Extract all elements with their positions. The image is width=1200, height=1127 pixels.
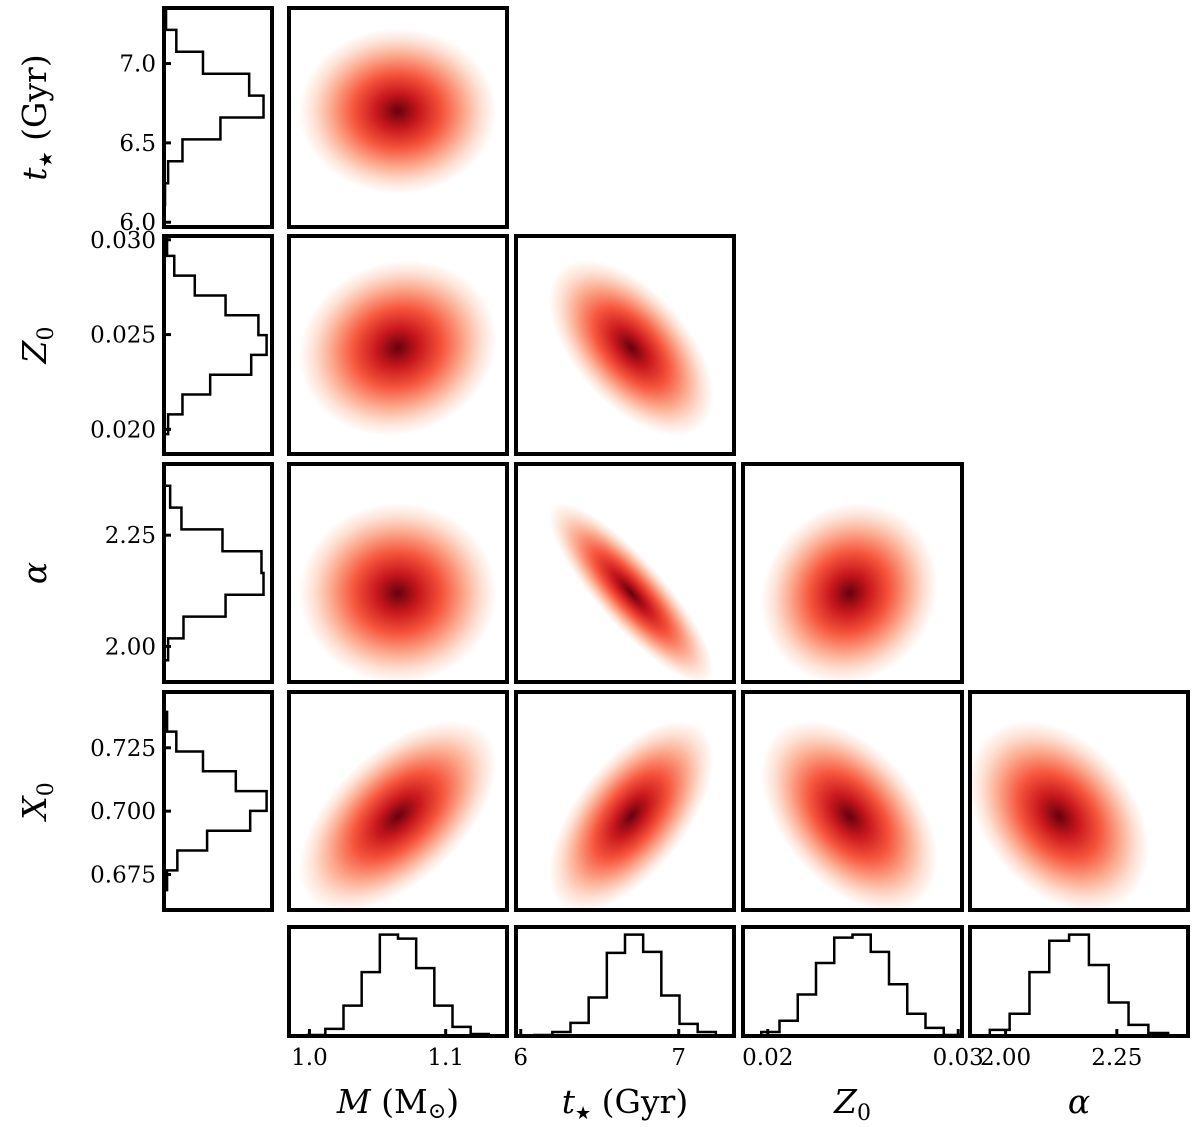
histogram-a [970, 933, 1188, 1038]
histogram-panel-a [162, 462, 274, 684]
histogram-panel-t [162, 6, 274, 229]
y-tick-label-Z: 0.025 [90, 323, 156, 349]
histogram-panel-X [162, 690, 274, 912]
y-tick-label-X: 0.725 [90, 736, 156, 762]
x-tick-label-Z: 0.03 [933, 1045, 984, 1071]
density-X-vs-Z [761, 720, 939, 910]
x-tick-label-M: 1.0 [291, 1045, 328, 1071]
y-tick-label-a: 2.25 [105, 523, 156, 549]
x-axis-label-M: M (M⊙) [336, 1082, 459, 1124]
y-tick-label-t: 6.0 [119, 210, 156, 236]
histogram-panel-t [514, 925, 736, 1038]
x-axis-label-t: t★ (Gyr) [562, 1082, 688, 1124]
density-X-vs-M [299, 720, 497, 910]
panel-X-vs-a [968, 690, 1190, 912]
panel-X-vs-t [514, 690, 736, 912]
panel-t-vs-M [287, 6, 509, 229]
panel-a-vs-t [514, 462, 736, 684]
density-Z-vs-M [299, 259, 497, 436]
panel-Z-vs-t [514, 234, 736, 456]
y-tick-label-X: 0.675 [90, 863, 156, 889]
panel-a-vs-M [287, 462, 509, 684]
histogram-a [162, 464, 265, 682]
panel-a-vs-Z [741, 462, 964, 684]
density-t-vs-M [299, 28, 497, 194]
x-axis-label-a: α [1068, 1082, 1090, 1121]
y-axis-label-X: X0 [15, 782, 59, 823]
y-tick-label-t: 6.5 [119, 131, 156, 157]
density-X-vs-a [970, 720, 1150, 910]
density-Z-vs-t [548, 259, 714, 436]
x-tick-label-Z: 0.02 [742, 1045, 793, 1071]
density-X-vs-t [548, 720, 714, 910]
x-tick-label-a: 2.00 [980, 1045, 1031, 1071]
y-tick-label-a: 2.00 [105, 634, 156, 660]
x-tick-label-t: 7 [671, 1045, 686, 1071]
y-axis-label-Z: Z0 [15, 327, 59, 365]
x-tick-label-a: 2.25 [1091, 1045, 1142, 1071]
histogram-panel-Z [741, 925, 964, 1038]
histogram-t [162, 6, 265, 227]
histogram-X [162, 692, 268, 910]
histogram-panel-Z [162, 234, 274, 456]
histogram-t [516, 933, 734, 1038]
y-tick-label-X: 0.700 [90, 799, 156, 825]
x-axis-label-Z: Z0 [833, 1082, 871, 1126]
density-a-vs-M [299, 502, 497, 682]
panel-Z-vs-M [287, 234, 509, 456]
density-a-vs-t [548, 502, 714, 682]
y-axis-label-t: t★ (Gyr) [15, 54, 57, 180]
y-tick-label-t: 7.0 [119, 52, 156, 78]
histogram-M [289, 933, 507, 1038]
panel-X-vs-Z [741, 690, 964, 912]
histogram-panel-M [287, 925, 509, 1038]
y-tick-label-Z: 0.020 [90, 417, 156, 443]
y-tick-label-Z: 0.030 [90, 228, 156, 254]
y-axis-label-a: α [15, 562, 54, 584]
panel-X-vs-M [287, 690, 509, 912]
histogram-panel-a [968, 925, 1190, 1038]
x-tick-label-t: 6 [513, 1045, 528, 1071]
x-tick-label-M: 1.1 [427, 1045, 464, 1071]
histogram-Z [743, 933, 964, 1038]
density-a-vs-Z [761, 502, 939, 682]
histogram-Z [162, 234, 268, 454]
